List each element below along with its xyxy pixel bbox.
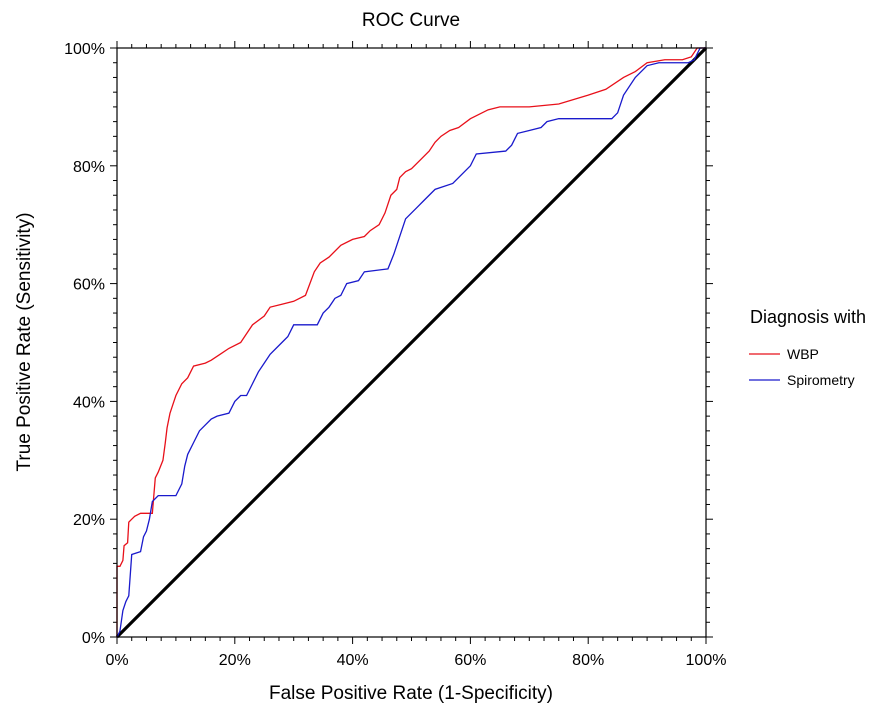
y-tick-label: 80% xyxy=(73,159,105,176)
reference-diagonal-line xyxy=(115,46,708,639)
legend: Diagnosis with WBP Spirometry xyxy=(749,307,866,388)
legend-label-spirometry: Spirometry xyxy=(787,372,855,388)
y-tick-label: 0% xyxy=(82,630,105,647)
x-tick-label: 40% xyxy=(337,652,369,669)
legend-label-wbp: WBP xyxy=(787,346,819,362)
x-tick-label: 100% xyxy=(686,652,727,669)
x-tick-label: 20% xyxy=(219,652,251,669)
x-tick-label: 60% xyxy=(454,652,486,669)
x-tick-label: 0% xyxy=(105,652,128,669)
chart-title: ROC Curve xyxy=(362,10,460,31)
y-axis-title: True Positive Rate (Sensitivity) xyxy=(14,212,35,471)
y-tick-label: 20% xyxy=(73,512,105,529)
legend-title: Diagnosis with xyxy=(750,307,866,327)
y-tick-label: 40% xyxy=(73,394,105,411)
y-tick-label: 100% xyxy=(64,41,105,58)
x-tick-label: 80% xyxy=(572,652,604,669)
x-axis-title: False Positive Rate (1-Specificity) xyxy=(269,683,553,704)
series-line-wbp xyxy=(116,47,706,637)
y-tick-label: 60% xyxy=(73,277,105,294)
plot-area-frame xyxy=(116,47,707,638)
series-line-spirometry xyxy=(116,47,706,638)
